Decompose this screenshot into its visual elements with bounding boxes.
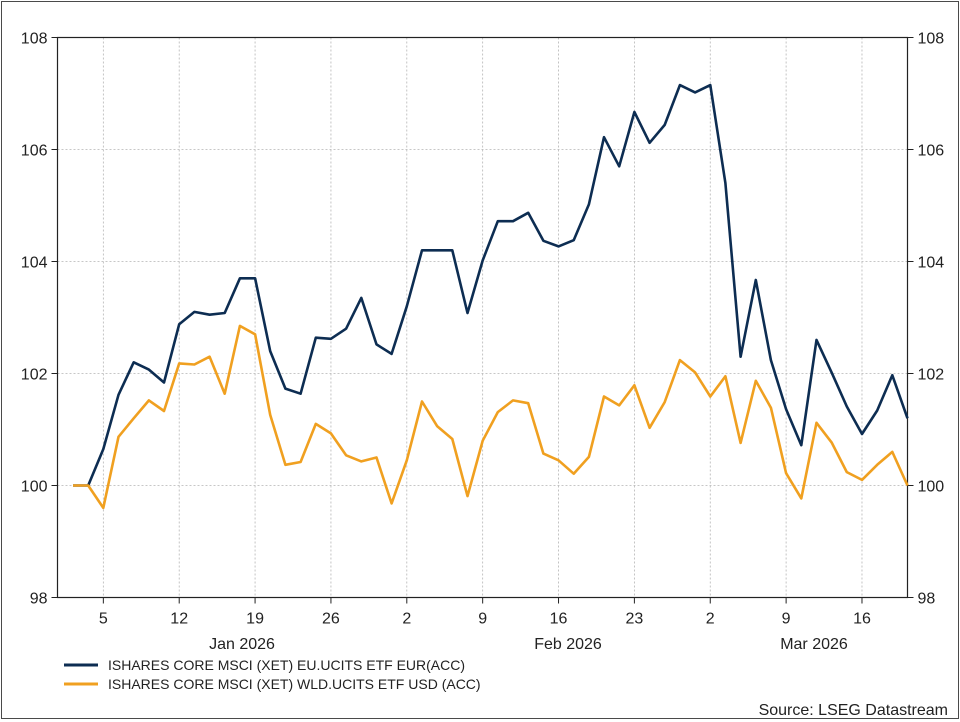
x-tick-label: 5 — [99, 611, 108, 628]
x-tick-label: 16 — [550, 611, 568, 628]
grid — [57, 37, 908, 598]
month-label: Mar 2026 — [780, 636, 848, 653]
x-tick-label: 2 — [706, 611, 715, 628]
x-tick-label: 2 — [402, 611, 411, 628]
series-lines — [73, 83, 909, 510]
y-tick-label: 100 — [918, 479, 945, 496]
y-axis-right: 98 100 102 104 106 108 — [907, 31, 945, 608]
x-tick-label: 19 — [246, 611, 264, 628]
y-tick-label: 102 — [918, 367, 945, 384]
month-label: Feb 2026 — [534, 636, 602, 653]
y-tick-label: 98 — [30, 591, 48, 608]
x-tick-label: 9 — [478, 611, 487, 628]
x-tick-label: 9 — [782, 611, 791, 628]
y-tick-label: 108 — [918, 31, 945, 48]
y-axis-left: 98 100 102 104 106 108 — [21, 31, 58, 608]
series-line — [73, 324, 909, 510]
y-tick-label: 106 — [918, 143, 945, 160]
y-tick-label: 108 — [21, 31, 48, 48]
y-tick-label: 102 — [21, 367, 48, 384]
x-tick-label: 23 — [625, 611, 643, 628]
legend: ISHARES CORE MSCI (XET) EU.UCITS ETF EUR… — [64, 657, 481, 692]
y-tick-label: 104 — [918, 255, 945, 272]
source-note: Source: LSEG Datastream — [759, 702, 948, 719]
y-tick-label: 98 — [918, 591, 936, 608]
legend-label: ISHARES CORE MSCI (XET) EU.UCITS ETF EUR… — [108, 657, 465, 673]
month-labels: Jan 2026 Feb 2026 Mar 2026 — [209, 636, 848, 653]
x-axis: 5 12 19 26 2 9 16 23 2 9 16 — [99, 597, 871, 628]
y-tick-label: 106 — [21, 143, 48, 160]
series-line — [73, 83, 909, 487]
x-tick-label: 16 — [853, 611, 871, 628]
x-tick-label: 26 — [322, 611, 340, 628]
y-tick-label: 100 — [21, 479, 48, 496]
legend-label: ISHARES CORE MSCI (XET) WLD.UCITS ETF US… — [108, 676, 481, 692]
month-label: Jan 2026 — [209, 636, 275, 653]
y-tick-label: 104 — [21, 255, 48, 272]
x-tick-label: 12 — [170, 611, 188, 628]
